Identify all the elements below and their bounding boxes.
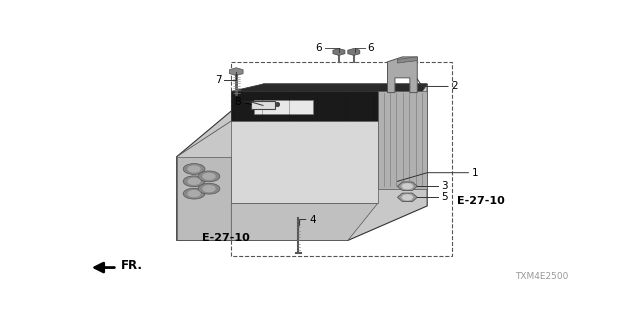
Polygon shape <box>231 84 428 92</box>
Circle shape <box>203 173 215 179</box>
Circle shape <box>203 186 215 192</box>
Circle shape <box>198 171 220 182</box>
Text: E-27-10: E-27-10 <box>202 233 249 243</box>
Circle shape <box>403 195 412 200</box>
Text: 6: 6 <box>316 43 322 53</box>
Bar <box>253 100 313 114</box>
Text: 5: 5 <box>441 192 448 202</box>
Polygon shape <box>231 92 422 121</box>
Text: 3: 3 <box>441 181 448 191</box>
Text: FR.: FR. <box>121 259 143 272</box>
Text: 6: 6 <box>367 43 374 53</box>
Text: 2: 2 <box>451 82 458 92</box>
Polygon shape <box>397 57 417 63</box>
Circle shape <box>403 184 412 189</box>
Polygon shape <box>388 57 417 92</box>
Polygon shape <box>177 157 231 240</box>
Text: 4: 4 <box>309 214 316 225</box>
Bar <box>251 101 275 109</box>
Circle shape <box>183 164 205 174</box>
Text: 1: 1 <box>472 168 479 178</box>
Circle shape <box>183 188 205 199</box>
Circle shape <box>188 178 200 184</box>
Text: E-27-10: E-27-10 <box>457 196 505 206</box>
Circle shape <box>188 166 200 172</box>
Text: 8: 8 <box>235 97 241 107</box>
Polygon shape <box>378 92 428 189</box>
Polygon shape <box>231 121 378 204</box>
Text: TXM4E2500: TXM4E2500 <box>515 272 568 281</box>
Text: 7: 7 <box>215 75 221 85</box>
Circle shape <box>198 183 220 194</box>
Polygon shape <box>177 204 378 240</box>
Polygon shape <box>177 84 428 240</box>
Circle shape <box>183 176 205 187</box>
Circle shape <box>188 191 200 196</box>
Bar <box>231 62 452 256</box>
